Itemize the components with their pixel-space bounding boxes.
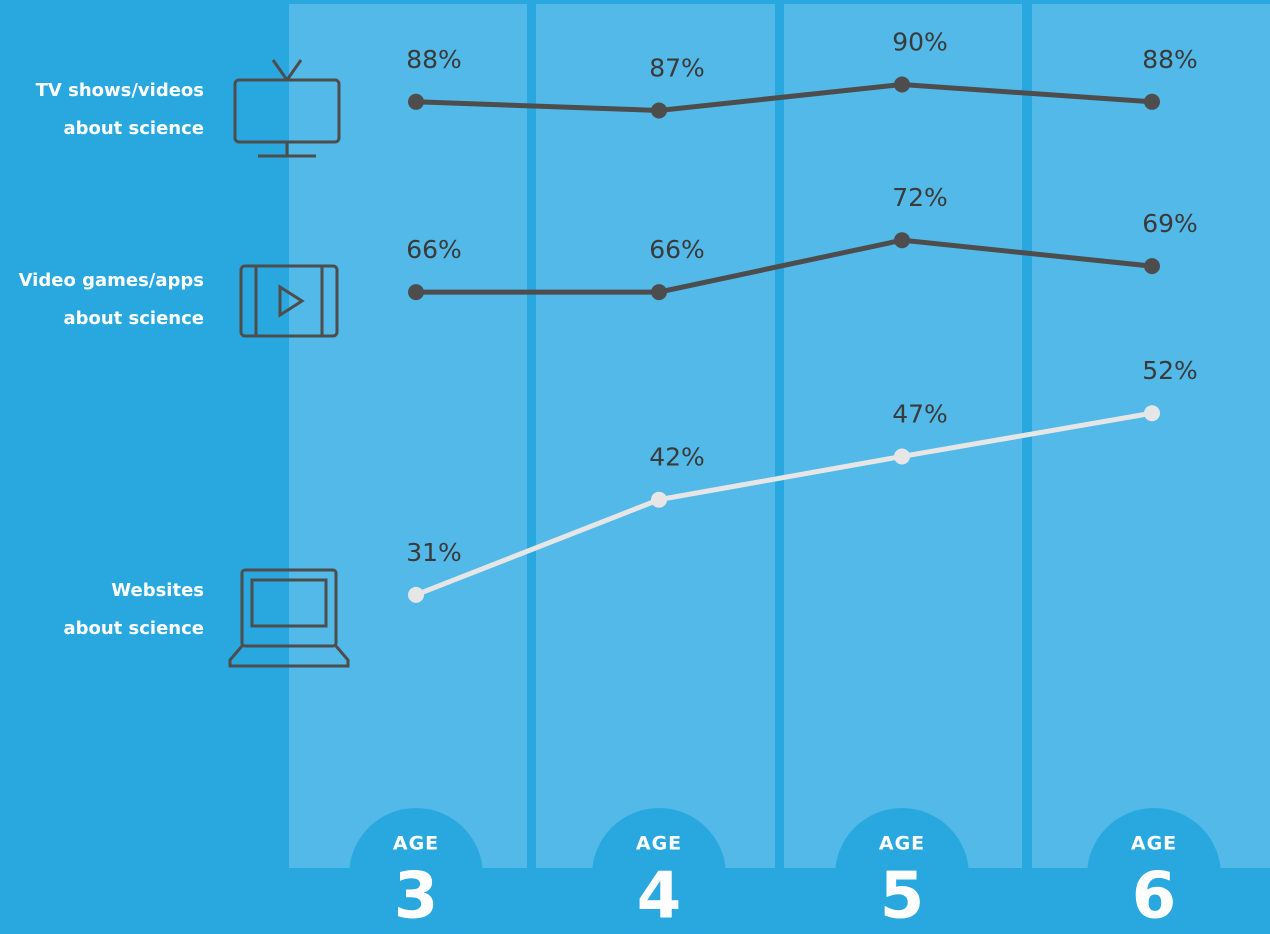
point — [894, 76, 910, 93]
age-tab — [349, 808, 483, 934]
point — [1144, 405, 1160, 422]
value-label: 90% — [892, 28, 948, 57]
age-prefix: AGE — [1131, 833, 1177, 855]
tv-icon — [233, 59, 341, 158]
age-prefix: AGE — [879, 833, 925, 855]
value-label: 72% — [892, 183, 948, 212]
point — [408, 93, 424, 110]
point — [408, 586, 424, 603]
age-value: 5 — [880, 860, 925, 934]
age-prefix: AGE — [393, 833, 439, 855]
tablet-icon — [239, 264, 339, 338]
point — [1144, 93, 1160, 110]
value-label: 66% — [406, 235, 462, 264]
value-label: 66% — [649, 235, 705, 264]
age-prefix: AGE — [636, 833, 682, 855]
age-tab — [592, 808, 726, 934]
value-label: 88% — [406, 45, 462, 74]
series-name: TV shows/videos about science — [35, 80, 204, 139]
series-line — [415, 81, 1153, 113]
value-label: 42% — [649, 443, 705, 472]
value-label: 88% — [1142, 45, 1198, 74]
point — [651, 284, 667, 301]
value-label: 52% — [1142, 356, 1198, 385]
age-value: 6 — [1132, 860, 1177, 934]
point — [651, 491, 667, 508]
series-name: Video games/apps about science — [18, 270, 204, 329]
age-value: 4 — [637, 860, 682, 934]
column — [536, 4, 775, 868]
column — [784, 4, 1022, 868]
point — [408, 284, 424, 301]
icons — [228, 59, 350, 668]
columns — [289, 4, 1270, 868]
value-label: 31% — [406, 538, 462, 567]
series-line — [415, 410, 1153, 598]
point — [894, 232, 910, 249]
value-label: 69% — [1142, 209, 1198, 238]
point — [1144, 258, 1160, 275]
value-label: 87% — [649, 53, 705, 82]
point — [651, 102, 667, 119]
age-value: 3 — [394, 860, 439, 934]
column — [1032, 4, 1270, 868]
value-label: 47% — [892, 399, 948, 428]
age-tab — [835, 808, 969, 934]
laptop-icon — [228, 568, 350, 668]
series-line — [416, 237, 1153, 295]
point — [894, 448, 910, 465]
series-name: Websites about science — [63, 580, 204, 639]
age-tab — [1087, 808, 1221, 934]
column — [289, 4, 527, 868]
